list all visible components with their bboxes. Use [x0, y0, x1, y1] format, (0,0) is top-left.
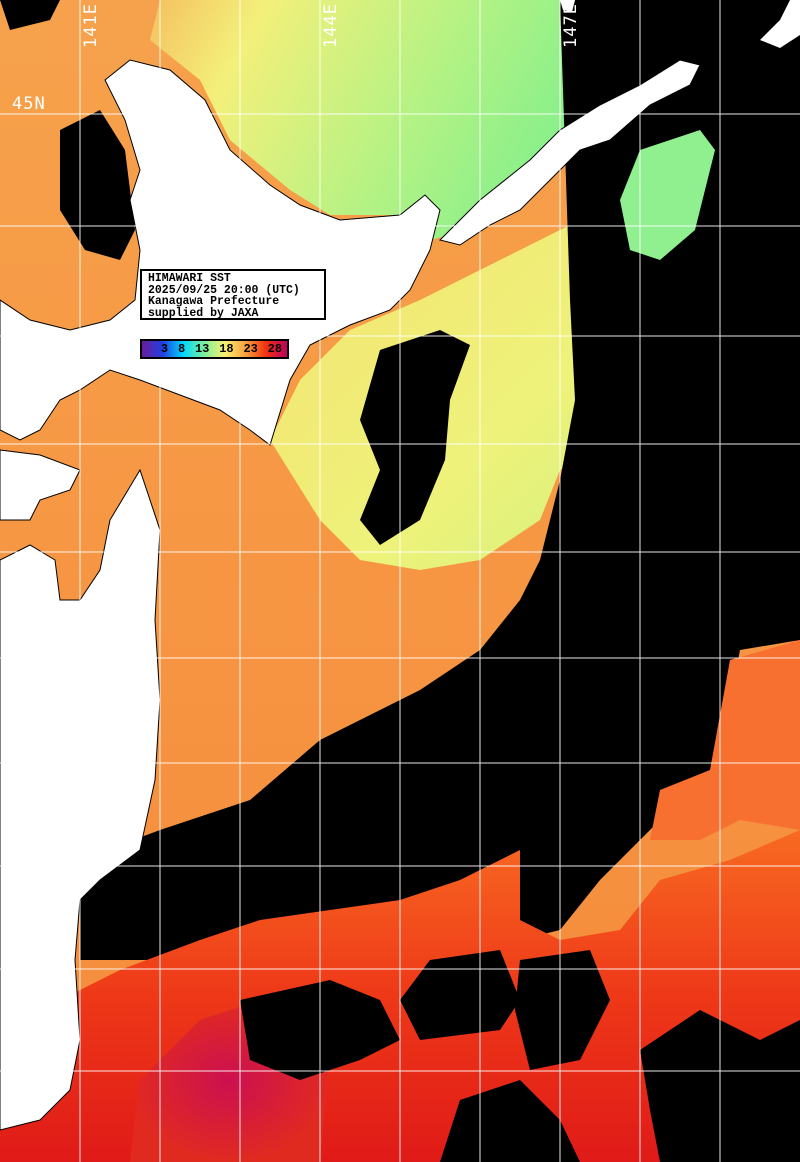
cloud-mask-east	[80, 0, 800, 960]
colorbar-tick: 18	[219, 342, 234, 356]
lon-label-147e: 147E	[561, 3, 581, 48]
cloud-patch-northwest	[60, 110, 135, 260]
cloud-patch-west	[0, 0, 60, 30]
okhotsk-cool-water	[150, 0, 575, 240]
land-kuril-islands	[439, 59, 701, 246]
cloud-patch-south-3	[515, 950, 610, 1070]
info-datetime: 2025/09/25 20:00 (UTC)	[148, 283, 300, 297]
lon-label-141e: 141E	[81, 3, 101, 48]
cloud-patch-south-2	[400, 950, 520, 1040]
colorbar-tick: 3	[160, 342, 169, 356]
cloud-patch-south-4	[440, 1080, 580, 1162]
info-provider: Kanagawa Prefecture	[148, 295, 280, 308]
info-box: HIMAWARI SST 2025/09/25 20:00 (UTC) Kana…	[140, 269, 326, 320]
color-scale-legend: 3 8 13 18 23 28	[140, 339, 289, 359]
warm-water-patch-east	[650, 640, 800, 840]
lon-label-144e: 144E	[321, 3, 341, 48]
cold-water-patch-east	[620, 130, 715, 260]
colorbar-tick: 23	[243, 342, 258, 356]
land-sakhalin-tip	[560, 0, 575, 12]
land-island-northeast	[760, 0, 800, 48]
land-shimokita	[0, 449, 81, 521]
info-source: supplied by JAXA	[148, 306, 259, 320]
land-hokkaido	[0, 59, 441, 446]
info-title: HIMAWARI SST	[148, 272, 231, 285]
colorbar-tick: 8	[177, 342, 186, 356]
colorbar-tick: 28	[267, 342, 283, 356]
lat-label-45n: 45N	[12, 94, 46, 114]
cloud-patch-north	[360, 330, 470, 545]
colorbar-tick: 13	[194, 342, 210, 356]
